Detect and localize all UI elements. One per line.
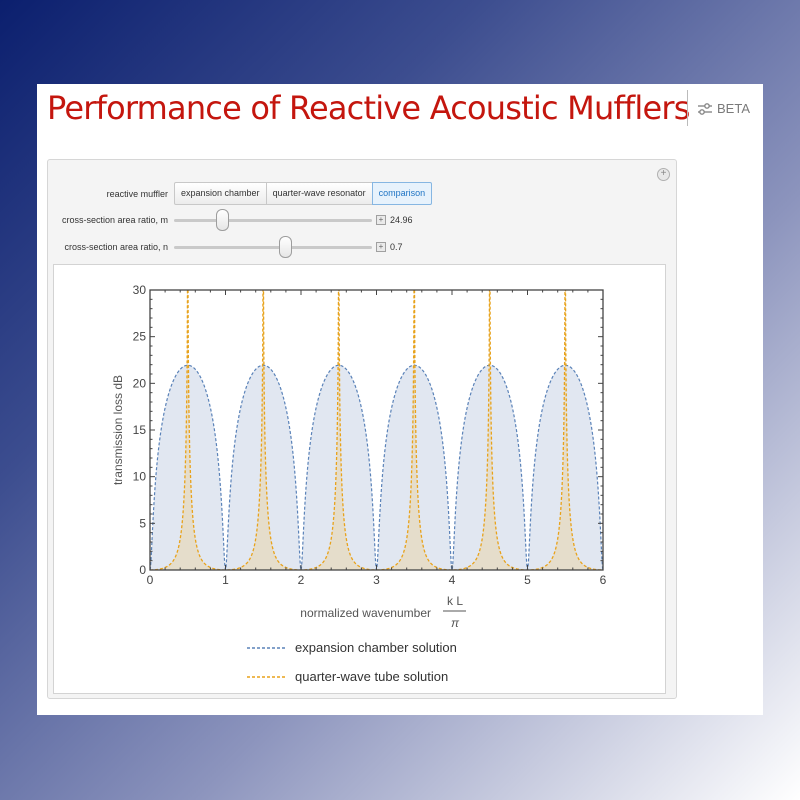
expand-options-icon[interactable]: + [657,168,670,181]
beta-button[interactable]: BETA [697,101,750,116]
slider-n-track [174,246,372,249]
slider-n-label: cross-section area ratio, n [64,242,168,252]
x-tick-label: 5 [524,573,531,587]
option-quarter-wave-resonator[interactable]: quarter-wave resonator [265,182,373,205]
legend-label-0: expansion chamber solution [295,640,457,655]
x-tick-label: 0 [147,573,154,587]
plot-area: 0 1 2 3 4 5 6 0 5 10 15 20 25 30 transmission loss dB n… [53,264,666,694]
slider-m-row: cross-section area ratio, m + 24.96 [48,209,413,231]
option-expansion-chamber[interactable]: expansion chamber [174,182,267,205]
slider-m-expand-icon[interactable]: + [376,215,386,225]
y-tick-label: 15 [133,423,147,437]
slider-n-thumb[interactable] [278,236,292,258]
y-tick-label: 30 [133,283,147,297]
slider-n[interactable] [174,236,372,258]
y-tick-label: 5 [139,516,146,530]
plot-background [150,290,603,570]
beta-label: BETA [717,101,750,116]
option-comparison[interactable]: comparison [371,182,433,205]
slider-m-value: 24.96 [390,215,413,225]
x-axis-fraction-numerator: k L [447,594,463,608]
transmission-loss-chart: 0 1 2 3 4 5 6 0 5 10 15 20 25 30 transmission loss dB n… [111,283,607,684]
x-tick-label: 4 [449,573,456,587]
sliders-icon [698,102,712,115]
y-axis-label: transmission loss dB [111,375,125,485]
slider-m-track [174,219,372,222]
slider-n-expand-icon[interactable]: + [376,242,386,252]
x-axis-fraction-denominator: π [451,616,460,630]
title-divider [687,90,688,126]
x-tick-label: 2 [298,573,305,587]
x-tick-label: 6 [600,573,607,587]
y-tick-label: 10 [133,470,147,484]
app-card: Performance of Reactive Acoustic Muffler… [37,84,763,715]
plot-content [150,290,603,570]
muffler-selector: expansion chamber quarter-wave resonator… [174,182,433,205]
legend-label-1: quarter-wave tube solution [295,669,448,684]
manipulate-panel: + reactive muffler expansion chamber qua… [47,159,677,699]
muffler-control-row: reactive muffler expansion chamber quart… [48,182,433,205]
x-tick-label: 1 [222,573,229,587]
x-tick-label: 3 [373,573,380,587]
slider-n-row: cross-section area ratio, n + 0.7 [48,236,403,258]
y-tick-label: 25 [133,330,147,344]
slider-n-value: 0.7 [390,242,403,252]
slider-m-thumb[interactable] [215,209,229,231]
slider-m[interactable] [174,209,372,231]
y-tick-label: 0 [139,563,146,577]
page-title: Performance of Reactive Acoustic Muffler… [47,89,690,127]
muffler-label: reactive muffler [106,188,168,199]
y-tick-label: 20 [133,376,147,390]
x-axis-label: normalized wavenumber [300,606,431,620]
slider-m-label: cross-section area ratio, m [61,215,168,225]
